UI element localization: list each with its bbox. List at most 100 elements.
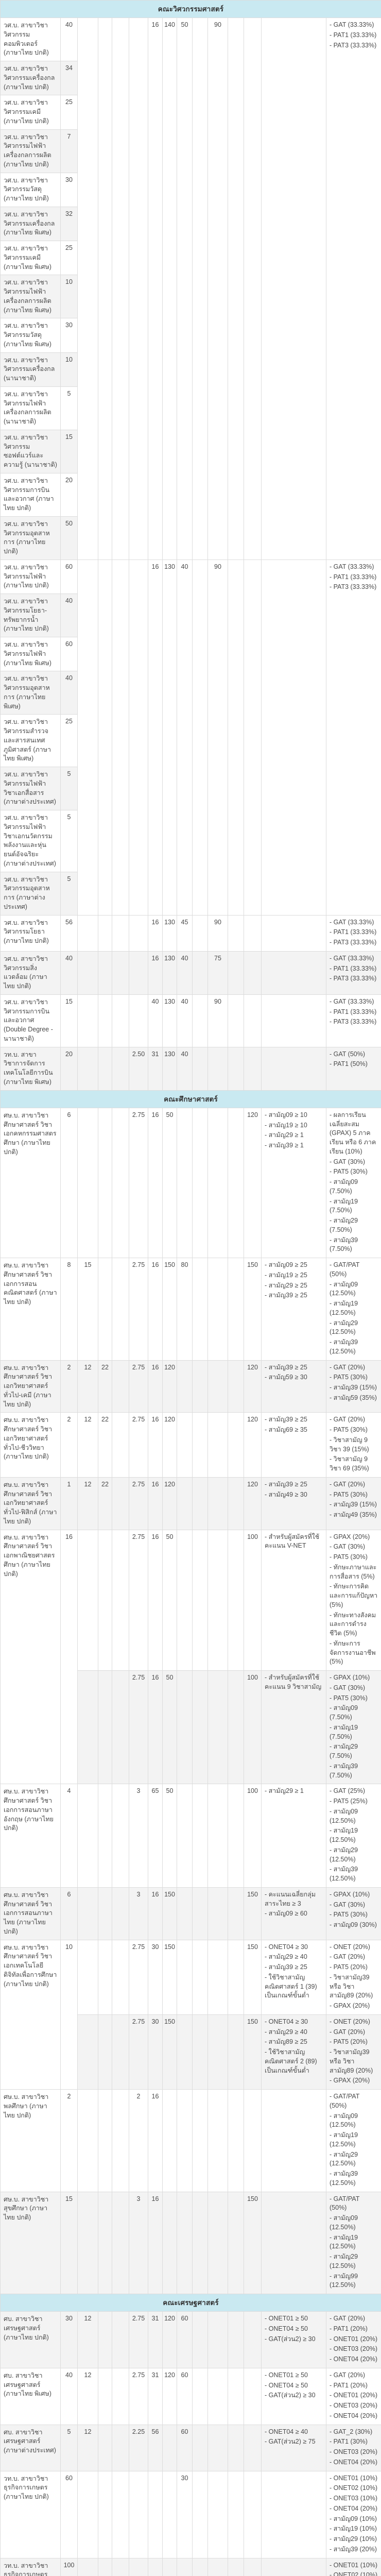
min-score-cell-c13	[244, 2311, 262, 2368]
table-row: วศ.บ. สาขาวิชาวิศวกรรมการบินและอวกาศ (ภา…	[0, 472, 381, 517]
weight-item: - ONET04 (20%)	[330, 2504, 378, 2512]
weight-item: - GAT/PAT (50%)	[330, 2093, 360, 2109]
table-row: วศ.บ. สาขาวิชาวิศวกรรมอุตสาหการ (ภาษาต่า…	[0, 871, 381, 916]
quota-cell: 10	[60, 1939, 78, 2090]
min-score-cell-c11	[207, 2367, 228, 2425]
min-score-cell-c9	[177, 1412, 193, 1478]
min-score-cell-c7: 16	[148, 1258, 163, 1361]
faculty-section-header: คณะวิศวกรรมศาสตร์	[0, 0, 381, 19]
min-score-cell-c12	[228, 1107, 244, 1259]
weight-item: - GAT (25%)	[330, 1787, 365, 1795]
min-score-cell-c6: 3	[129, 1784, 148, 1888]
min-score-cell-c5	[112, 1412, 129, 1478]
min-score-cell-c10	[192, 1107, 208, 1259]
min-score-cell-c3	[77, 1529, 98, 1671]
condition-item: - GAT(ส่วน2) ≥ 30	[265, 2335, 316, 2343]
table-row: วศ.บ. สาขาวิชาวิศวกรรมโยธา (ภาษาไทย ปกติ…	[0, 914, 381, 952]
conditions-cell	[261, 1046, 326, 1091]
quota-cell: 15	[60, 994, 78, 1047]
condition-item: - สามัญ39 ≥ 25	[265, 1363, 307, 1371]
program-name-cell: วศ.บ. สาขาวิชาวิศวกรรมสิ่งแวดล้อม (ภาษาไ…	[0, 951, 61, 995]
min-score-cell-c5	[112, 1258, 129, 1361]
weight-item: - PAT1 (50%)	[330, 1060, 368, 1068]
min-score-cell-c6: 2.75	[129, 1529, 148, 1671]
min-score-cell-c6: 2.75	[129, 1477, 148, 1530]
conditions-cell: - สามัญ09 ≥ 10 - สามัญ19 ≥ 10 - สามัญ29 ≥ …	[261, 1107, 326, 1259]
program-name-cell: วศ.บ. สาขาวิชาวิศวกรรมเครื่องกล (ภาษาไทย…	[0, 61, 61, 96]
min-score-cell-c4	[98, 1939, 112, 2015]
conditions-cell: - ONET01 ≥ 50 - ONET04 ≥ 50 - GAT(ส่วน2) ≥…	[261, 2367, 326, 2425]
table-row: ศบ. สาขาวิชาเศรษฐศาสตร์ (ภาษาไทย พิเศษ) 4…	[0, 2367, 381, 2425]
min-score-cell-c5	[112, 18, 129, 560]
min-score-cell-c3	[77, 2014, 98, 2090]
weight-item: - สามัญ99 (12.50%)	[330, 2272, 358, 2289]
weight-item: - สามัญ09 (12.50%)	[330, 2214, 358, 2231]
min-score-cell-c4	[98, 2557, 112, 2576]
conditions-cell: - ONET04 ≥ 40 - GAT(ส่วน2) ≥ 75	[261, 2424, 326, 2471]
program-name-cell: ศษ.บ. สาขาวิชาศึกษาศาสตร์ วิชาเอกการสอนภ…	[0, 1887, 61, 1940]
min-score-cell-c13	[244, 2089, 262, 2192]
min-score-cell-c8: 50	[162, 1784, 177, 1888]
min-score-cell-c12	[228, 1360, 244, 1413]
table-row: วท.บ. สาขาวิชาการจัดการเทคโนโลยีการบิน (…	[0, 1046, 381, 1091]
condition-item: - สามัญ39 ≥ 25	[265, 1416, 307, 1423]
program-name-cell: วศ.บ. สาขาวิชาวิศวกรรมไฟฟ้า (ภาษาไทย ปกต…	[0, 559, 61, 595]
condition-item: - คะแนนเฉลี่ยกลุ่มสาระไทย ≥ 3	[265, 1890, 316, 1907]
min-score-cell-c10	[192, 1412, 208, 1478]
table-row: วศ.บ. สาขาวิชาวิศวกรรมสิ่งแวดล้อม (ภาษาไ…	[0, 951, 381, 995]
program-name-cell: วศ.บ. สาขาวิชาวิศวกรรมอุตสาหการ (ภาษาไทย…	[0, 671, 61, 715]
score-weights-cell: - GAT/PAT (50%) - สามัญ09 (12.50%) - สามัญ…	[325, 2089, 381, 2192]
min-score-cell-c9	[177, 1477, 193, 1530]
condition-item: - ONET04 ≥ 50	[265, 2325, 308, 2332]
min-score-cell-c7: 16	[148, 1529, 163, 1671]
min-score-cell-c7: 16	[148, 1670, 163, 1785]
weight-item: - PAT5 (30%)	[330, 1553, 368, 1561]
weight-item: - GPAX (20%)	[330, 2002, 370, 2010]
table-row: วศ.บ. สาขาวิชาวิศวกรรมวัสดุ (ภาษาไทย พิเ…	[0, 318, 381, 353]
min-score-cell-c10	[192, 994, 208, 1047]
min-score-cell-c5	[112, 1887, 129, 1940]
min-score-cell-c10	[192, 2191, 208, 2295]
program-name-cell: วศ.บ. สาขาวิชาวิศวกรรมเครื่องกล (ภาษาไทย…	[0, 206, 61, 242]
table-row: ศษ.บ. สาขาวิชาสุขศึกษา (ภาษาไทย ปกติ) 15 3…	[0, 2191, 381, 2295]
table-row: วศ.บ. สาขาวิชาวิศวกรรมอุตสาหการ (ภาษาไทย…	[0, 516, 381, 560]
conditions-cell	[261, 559, 326, 916]
condition-item: - สามัญ49 ≥ 30	[265, 1490, 307, 1498]
conditions-cell: - สามัญ29 ≥ 1	[261, 1784, 326, 1888]
min-score-cell-c8: 120	[162, 1477, 177, 1530]
min-score-cell-c4	[98, 1046, 112, 1091]
min-score-cell-c5	[112, 1784, 129, 1888]
min-score-cell-c4	[98, 2089, 112, 2192]
weight-item: - PAT1 (33.33%)	[330, 1008, 377, 1015]
table-row: วศ.บ. สาขาวิชาวิศวกรรมไฟฟ้า วิชาเอกสื่อส…	[0, 767, 381, 811]
condition-item: - สามัญ39 ≥ 25	[265, 1292, 307, 1299]
min-score-cell-c6: 2.75	[129, 1939, 148, 2015]
min-score-cell-c11	[207, 1670, 228, 1785]
table-row: วท.บ. สาขาวิชาธุรกิจการเกษตร (ภาษาไทย ปก…	[0, 2470, 381, 2558]
min-score-cell-c13	[244, 994, 262, 1047]
weight-item: - GAT (33.33%)	[330, 21, 374, 29]
min-score-cell-c7: 16	[148, 1887, 163, 1940]
min-score-cell-c11	[207, 1258, 228, 1361]
min-score-cell-c5	[112, 2311, 129, 2368]
score-weights-cell: - GAT (20%) - PAT5 (30%) - สามัญ39 (15%) - …	[325, 1360, 381, 1413]
quota-cell: 25	[60, 241, 78, 276]
condition-item: - สามัญ19 ≥ 10	[265, 1121, 307, 1129]
conditions-cell: - สำหรับผู้สมัครที่ใช้คะแนน V-NET	[261, 1529, 326, 1671]
min-score-cell-c12	[228, 1529, 244, 1671]
weight-item: - สามัญ09 (12.50%)	[330, 2112, 358, 2129]
weight-item: - GPAX (20%)	[330, 1533, 370, 1540]
weight-item: - สามัญ09 (12.50%)	[330, 1280, 358, 1297]
min-score-cell-c12	[228, 914, 244, 952]
weight-item: - สามัญ09 (7.50%)	[330, 1704, 358, 1721]
min-score-cell-c13: 120	[244, 1360, 262, 1413]
weight-item: - GPAX (20%)	[330, 2077, 370, 2084]
min-score-cell-c5	[112, 2191, 129, 2295]
min-score-cell-c8: 130	[162, 994, 177, 1047]
weight-item: - PAT5 (20%)	[330, 1963, 368, 1971]
conditions-cell	[261, 2470, 326, 2558]
weight-item: - สามัญ29 (12.50%)	[330, 2150, 358, 2167]
min-score-cell-c11	[207, 1360, 228, 1413]
min-score-cell-c8: 140	[162, 18, 177, 560]
